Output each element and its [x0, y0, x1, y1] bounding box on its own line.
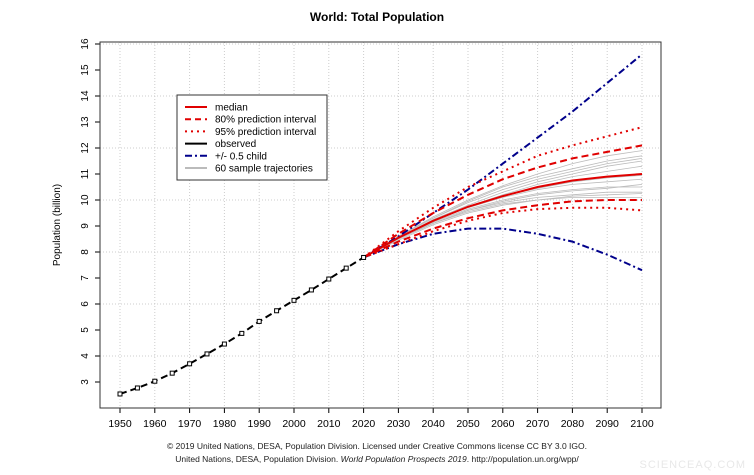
- observed-point: [117, 391, 123, 397]
- footer-source: United Nations, DESA, Population Divisio…: [0, 454, 754, 464]
- pi80-lower-line: [363, 199, 642, 259]
- x-tick-label: 2020: [352, 418, 376, 430]
- y-tick-label: 11: [80, 168, 91, 179]
- y-tick-label: 4: [80, 353, 91, 359]
- median-line: [363, 173, 643, 259]
- legend-label: median: [215, 103, 248, 114]
- x-tick-label: 2060: [491, 418, 515, 430]
- sample-trajectories: [363, 150, 643, 258]
- sample-trajectory: [363, 155, 643, 258]
- pi80-upper-line: [363, 144, 643, 259]
- legend-label: 95% prediction interval: [215, 127, 316, 138]
- observed-point: [187, 361, 193, 367]
- sample-trajectory: [363, 178, 643, 258]
- observed-point: [256, 318, 262, 324]
- x-tick-label: 2000: [282, 418, 306, 430]
- y-tick-label: 9: [80, 223, 91, 229]
- x-tick-label: 1960: [143, 418, 167, 430]
- y-axis-label: Population (billion): [52, 184, 63, 266]
- x-tick-label: 1990: [248, 418, 272, 430]
- y-tick-label: 7: [80, 275, 91, 281]
- observed-point: [361, 254, 367, 260]
- series: [117, 53, 643, 397]
- observed-point: [291, 297, 297, 303]
- plus-half-child-line: [363, 53, 643, 259]
- observed-point: [221, 341, 227, 347]
- y-tick-label: 8: [80, 249, 91, 255]
- legend-label: observed: [215, 139, 256, 150]
- y-tick-label: 15: [80, 64, 91, 76]
- observed-point: [169, 370, 175, 376]
- x-tick-label: 2050: [456, 418, 480, 430]
- sample-trajectory: [363, 196, 642, 258]
- observed-point: [274, 308, 280, 314]
- footer-source-prefix: United Nations, DESA, Population Divisio…: [175, 454, 341, 464]
- observed-point: [204, 351, 210, 357]
- x-tick-label: 2100: [630, 418, 654, 430]
- sample-trajectory: [363, 160, 643, 258]
- x-tick-label: 2080: [561, 418, 585, 430]
- legend-box: [176, 94, 328, 181]
- x-tick-label: 2030: [387, 418, 411, 430]
- x-tick-label: 2090: [596, 418, 620, 430]
- y-tick-label: 14: [80, 90, 91, 102]
- x-tick-label: 1970: [178, 418, 202, 430]
- y-tick-label: 5: [80, 327, 91, 333]
- sample-trajectory: [363, 193, 643, 258]
- sample-trajectory: [363, 184, 643, 258]
- y-tick-label: 6: [80, 301, 91, 307]
- x-tick-label: 2070: [526, 418, 550, 430]
- x-tick-label: 2040: [422, 418, 446, 430]
- y-tick-label: 10: [80, 194, 91, 206]
- observed-point: [239, 330, 245, 336]
- y-tick-label: 13: [80, 116, 91, 128]
- y-tick-label: 12: [80, 142, 91, 154]
- legend-label: 80% prediction interval: [215, 115, 316, 126]
- footer-source-title: World Population Prospects 2019: [340, 454, 467, 464]
- watermark: SCIENCEAQ.COM: [639, 459, 746, 471]
- footer-source-url: . http://population.un.org/wpp/: [466, 454, 579, 464]
- plot-frame: [99, 41, 662, 409]
- x-tick-label: 2010: [317, 418, 341, 430]
- x-tick-label: 1980: [213, 418, 237, 430]
- observed-point: [308, 287, 314, 293]
- pi95-lower-line: [363, 206, 643, 259]
- observed-point: [152, 378, 158, 384]
- observed-point: [326, 276, 332, 282]
- y-tick-label: 3: [80, 379, 91, 385]
- observed-point: [343, 265, 349, 271]
- y-tick-label: 16: [80, 38, 91, 50]
- axes: 1950 1960 1970 1980 1990 2000 2010 2020 2030 2040…: [80, 38, 662, 430]
- chart-title: World: Total Population: [310, 10, 444, 24]
- legend-label: 60 sample trajectories: [215, 164, 313, 175]
- footer-copyright: © 2019 United Nations, DESA, Population …: [167, 441, 587, 451]
- legend-label: +/- 0.5 child: [215, 151, 267, 162]
- observed-point: [134, 385, 140, 391]
- x-tick-label: 1950: [108, 418, 132, 430]
